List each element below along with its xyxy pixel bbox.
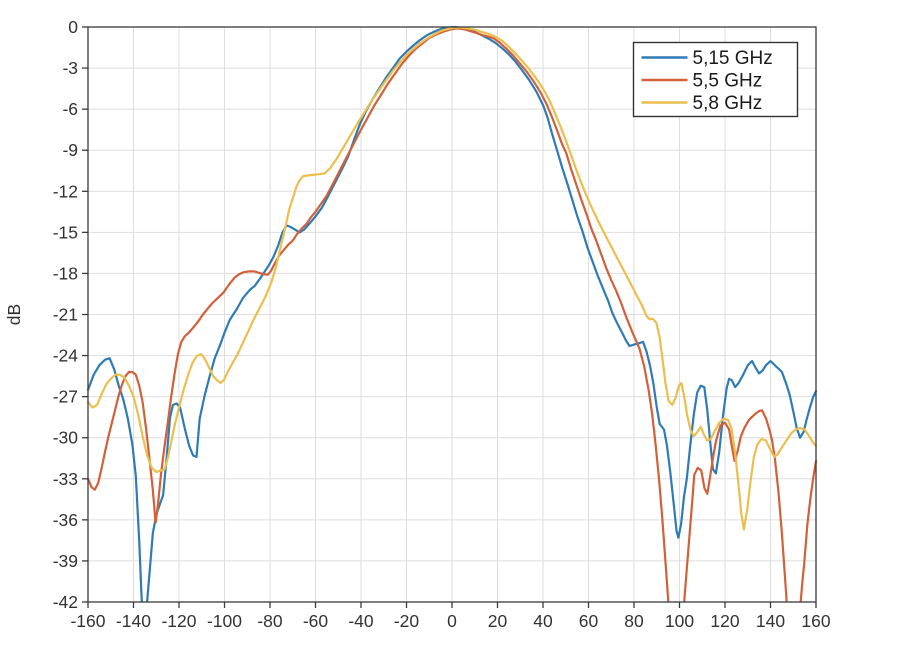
x-tick-label: -120 <box>161 611 196 631</box>
x-tick-label: 40 <box>533 611 553 631</box>
series-line-5-8-ghz <box>86 26 818 531</box>
x-tick-label: -160 <box>70 611 105 631</box>
y-tick-label: -18 <box>53 263 78 283</box>
y-tick-label: -42 <box>53 592 78 612</box>
legend-label: 5,5 GHz <box>693 71 763 92</box>
x-tick-label: -20 <box>394 611 420 631</box>
y-tick-label: -27 <box>53 387 78 407</box>
series-line-5-5-ghz <box>86 27 818 603</box>
x-tick-label: -40 <box>348 611 374 631</box>
y-tick-label: -9 <box>62 140 78 160</box>
x-tick-label: -100 <box>207 611 242 631</box>
x-tick-label: -80 <box>257 611 283 631</box>
y-tick-label: -39 <box>53 551 78 571</box>
x-tick-label: -60 <box>303 611 329 631</box>
x-tick-label: 140 <box>756 611 785 631</box>
y-tick-label: -15 <box>53 222 78 242</box>
y-tick-label: -3 <box>62 58 78 78</box>
x-tick-label: 80 <box>624 611 644 631</box>
legend-label: 5,15 GHz <box>693 48 773 69</box>
series-line-5-15-ghz <box>86 25 818 603</box>
x-tick-label: 20 <box>488 611 508 631</box>
y-tick-label: -21 <box>53 305 78 325</box>
x-tick-label: 100 <box>665 611 694 631</box>
x-tick-label: 60 <box>579 611 599 631</box>
y-tick-label: -33 <box>53 469 78 489</box>
y-axis-label: dB <box>4 304 24 325</box>
x-tick-label: 120 <box>710 611 739 631</box>
y-tick-label: -30 <box>53 428 79 448</box>
y-tick-label: -24 <box>53 346 79 366</box>
x-tick-label: -140 <box>116 611 151 631</box>
legend-label: 5,8 GHz <box>693 93 763 114</box>
y-tick-label: -6 <box>62 99 78 119</box>
y-tick-label: -36 <box>53 510 78 530</box>
y-tick-label: 0 <box>68 17 78 37</box>
y-tick-label: -12 <box>53 181 78 201</box>
x-tick-label: 160 <box>801 611 830 631</box>
x-tick-label: 0 <box>447 611 457 631</box>
